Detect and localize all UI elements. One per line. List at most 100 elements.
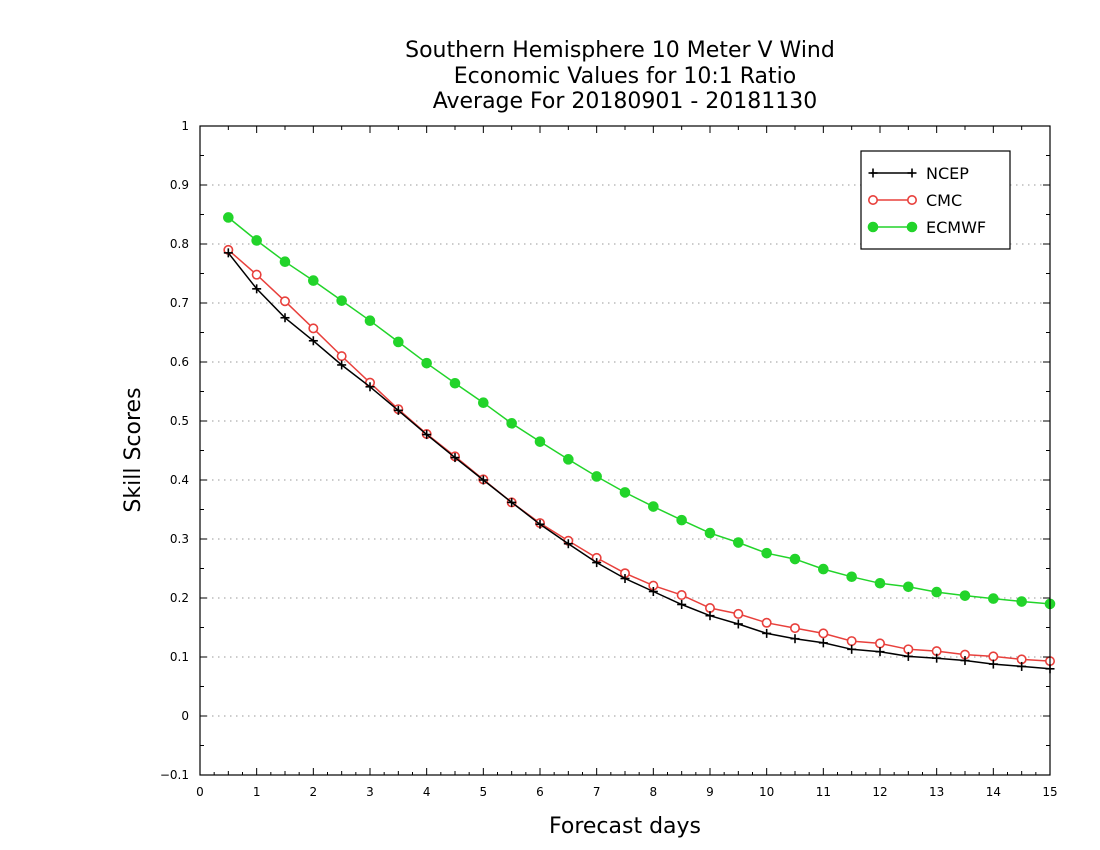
data-point-ncep — [478, 475, 488, 485]
data-point-cmc — [818, 628, 829, 639]
legend-marker-ecmwf — [906, 221, 918, 233]
data-point-ecmwf — [676, 514, 687, 526]
y-tick-label: 0.7 — [170, 296, 189, 310]
legend-item-cmc: CMC — [867, 191, 962, 210]
data-point-ecmwf — [874, 577, 886, 589]
y-tick-label: 0.5 — [170, 414, 189, 428]
legend-label-ecmwf: ECMWF — [926, 218, 986, 237]
data-point-ecmwf — [591, 471, 602, 482]
data-point-ncep — [223, 248, 233, 258]
data-point-ncep — [450, 453, 460, 463]
data-point-cmc — [704, 603, 715, 614]
data-point-ecmwf — [478, 397, 489, 409]
data-point-ncep — [308, 336, 318, 346]
data-point-ncep — [677, 599, 687, 609]
legend-item-ecmwf: ECMWF — [867, 218, 986, 237]
data-point-ecmwf — [563, 454, 574, 465]
x-tick-label: 14 — [986, 785, 1001, 799]
legend-marker-cmc — [867, 195, 878, 206]
data-point-ecmwf — [308, 275, 319, 286]
x-tick-label: 12 — [872, 785, 887, 799]
data-point-ecmwf — [619, 487, 631, 498]
x-tick-label: 2 — [310, 785, 318, 799]
y-tick-label: 1 — [181, 119, 189, 133]
legend-marker-cmc — [906, 195, 917, 206]
y-tick-label: 0.2 — [170, 591, 189, 605]
data-point-ncep — [875, 647, 885, 657]
series-ecmwf — [223, 212, 1056, 610]
title-line-3: Average For 20180901 - 20181130 — [433, 89, 818, 114]
y-axis-label: Skill Scores — [121, 387, 146, 512]
plot-series — [223, 212, 1056, 674]
data-point-ecmwf — [1016, 596, 1027, 607]
y-tick-label: 0.4 — [170, 473, 189, 487]
data-point-cmc — [874, 638, 885, 649]
x-tick-label: 1 — [253, 785, 261, 799]
x-tick-label: 15 — [1042, 785, 1057, 799]
data-point-cmc — [988, 651, 999, 662]
x-tick-label: 6 — [536, 785, 544, 799]
data-point-ncep — [337, 360, 347, 370]
data-point-ncep — [1017, 661, 1027, 671]
legend-item-ncep: NCEP — [868, 164, 969, 183]
y-tick-label: 0.8 — [170, 237, 189, 251]
series-line-ncep — [227, 252, 1051, 670]
y-tick-label: 0.1 — [170, 650, 189, 664]
legend: NCEP CMC ECMWF — [860, 150, 1011, 250]
data-point-cmc — [279, 296, 290, 307]
data-point-ncep — [705, 611, 715, 621]
chart-title: Southern Hemisphere 10 Meter V Wind Econ… — [405, 38, 835, 114]
data-point-cmc — [789, 623, 800, 634]
x-tick-label: 10 — [759, 785, 774, 799]
data-point-ecmwf — [733, 537, 744, 548]
data-point-ecmwf — [846, 571, 857, 583]
data-point-ncep — [563, 539, 573, 549]
x-tick-label: 5 — [480, 785, 488, 799]
x-tick-label: 3 — [366, 785, 374, 799]
data-point-ncep — [592, 558, 602, 568]
data-point-ncep — [960, 656, 970, 666]
y-tick-label: −0.1 — [160, 768, 189, 782]
data-point-ecmwf — [704, 527, 716, 539]
data-point-ecmwf — [279, 256, 291, 268]
data-point-ecmwf — [364, 315, 376, 327]
x-tick-label: 9 — [706, 785, 714, 799]
x-tick-label: 8 — [650, 785, 658, 799]
data-point-ncep — [762, 628, 772, 638]
x-tick-label: 4 — [423, 785, 431, 799]
data-point-cmc — [251, 269, 262, 280]
y-tick-label: 0.3 — [170, 532, 189, 546]
data-point-cmc — [761, 617, 772, 628]
x-axis-label: Forecast days — [549, 814, 701, 839]
data-point-ncep — [535, 519, 545, 529]
data-point-ncep — [818, 638, 828, 648]
data-point-cmc — [846, 636, 857, 647]
y-axis: −0.1 0 0.1 0.2 0.3 0.4 0.5 0.6 0.7 0.8 0.9 1 — [160, 119, 1050, 782]
data-point-ncep — [365, 382, 375, 392]
data-point-ecmwf — [761, 547, 772, 559]
data-point-ncep — [422, 430, 432, 440]
data-point-cmc — [733, 608, 744, 619]
data-point-ecmwf — [336, 295, 347, 306]
legend-marker-ncep — [868, 168, 878, 178]
title-line-2: Economic Values for 10:1 Ratio — [454, 64, 796, 89]
legend-label-ncep: NCEP — [926, 164, 969, 183]
data-point-cmc — [308, 323, 319, 334]
data-point-ncep — [733, 619, 743, 629]
data-point-ecmwf — [223, 212, 234, 223]
data-point-ecmwf — [506, 418, 517, 429]
legend-marker-ncep — [907, 168, 917, 178]
data-point-ecmwf — [449, 377, 461, 389]
data-point-ncep — [903, 651, 913, 661]
data-point-ncep — [620, 574, 630, 584]
x-tick-label: 11 — [816, 785, 831, 799]
data-point-cmc — [336, 351, 347, 362]
data-point-cmc — [676, 590, 687, 601]
x-tick-label: 0 — [196, 785, 204, 799]
y-tick-label: 0 — [181, 709, 189, 723]
data-point-ecmwf — [931, 586, 942, 598]
y-tick-label: 0.9 — [170, 178, 189, 192]
data-point-ecmwf — [421, 357, 432, 369]
